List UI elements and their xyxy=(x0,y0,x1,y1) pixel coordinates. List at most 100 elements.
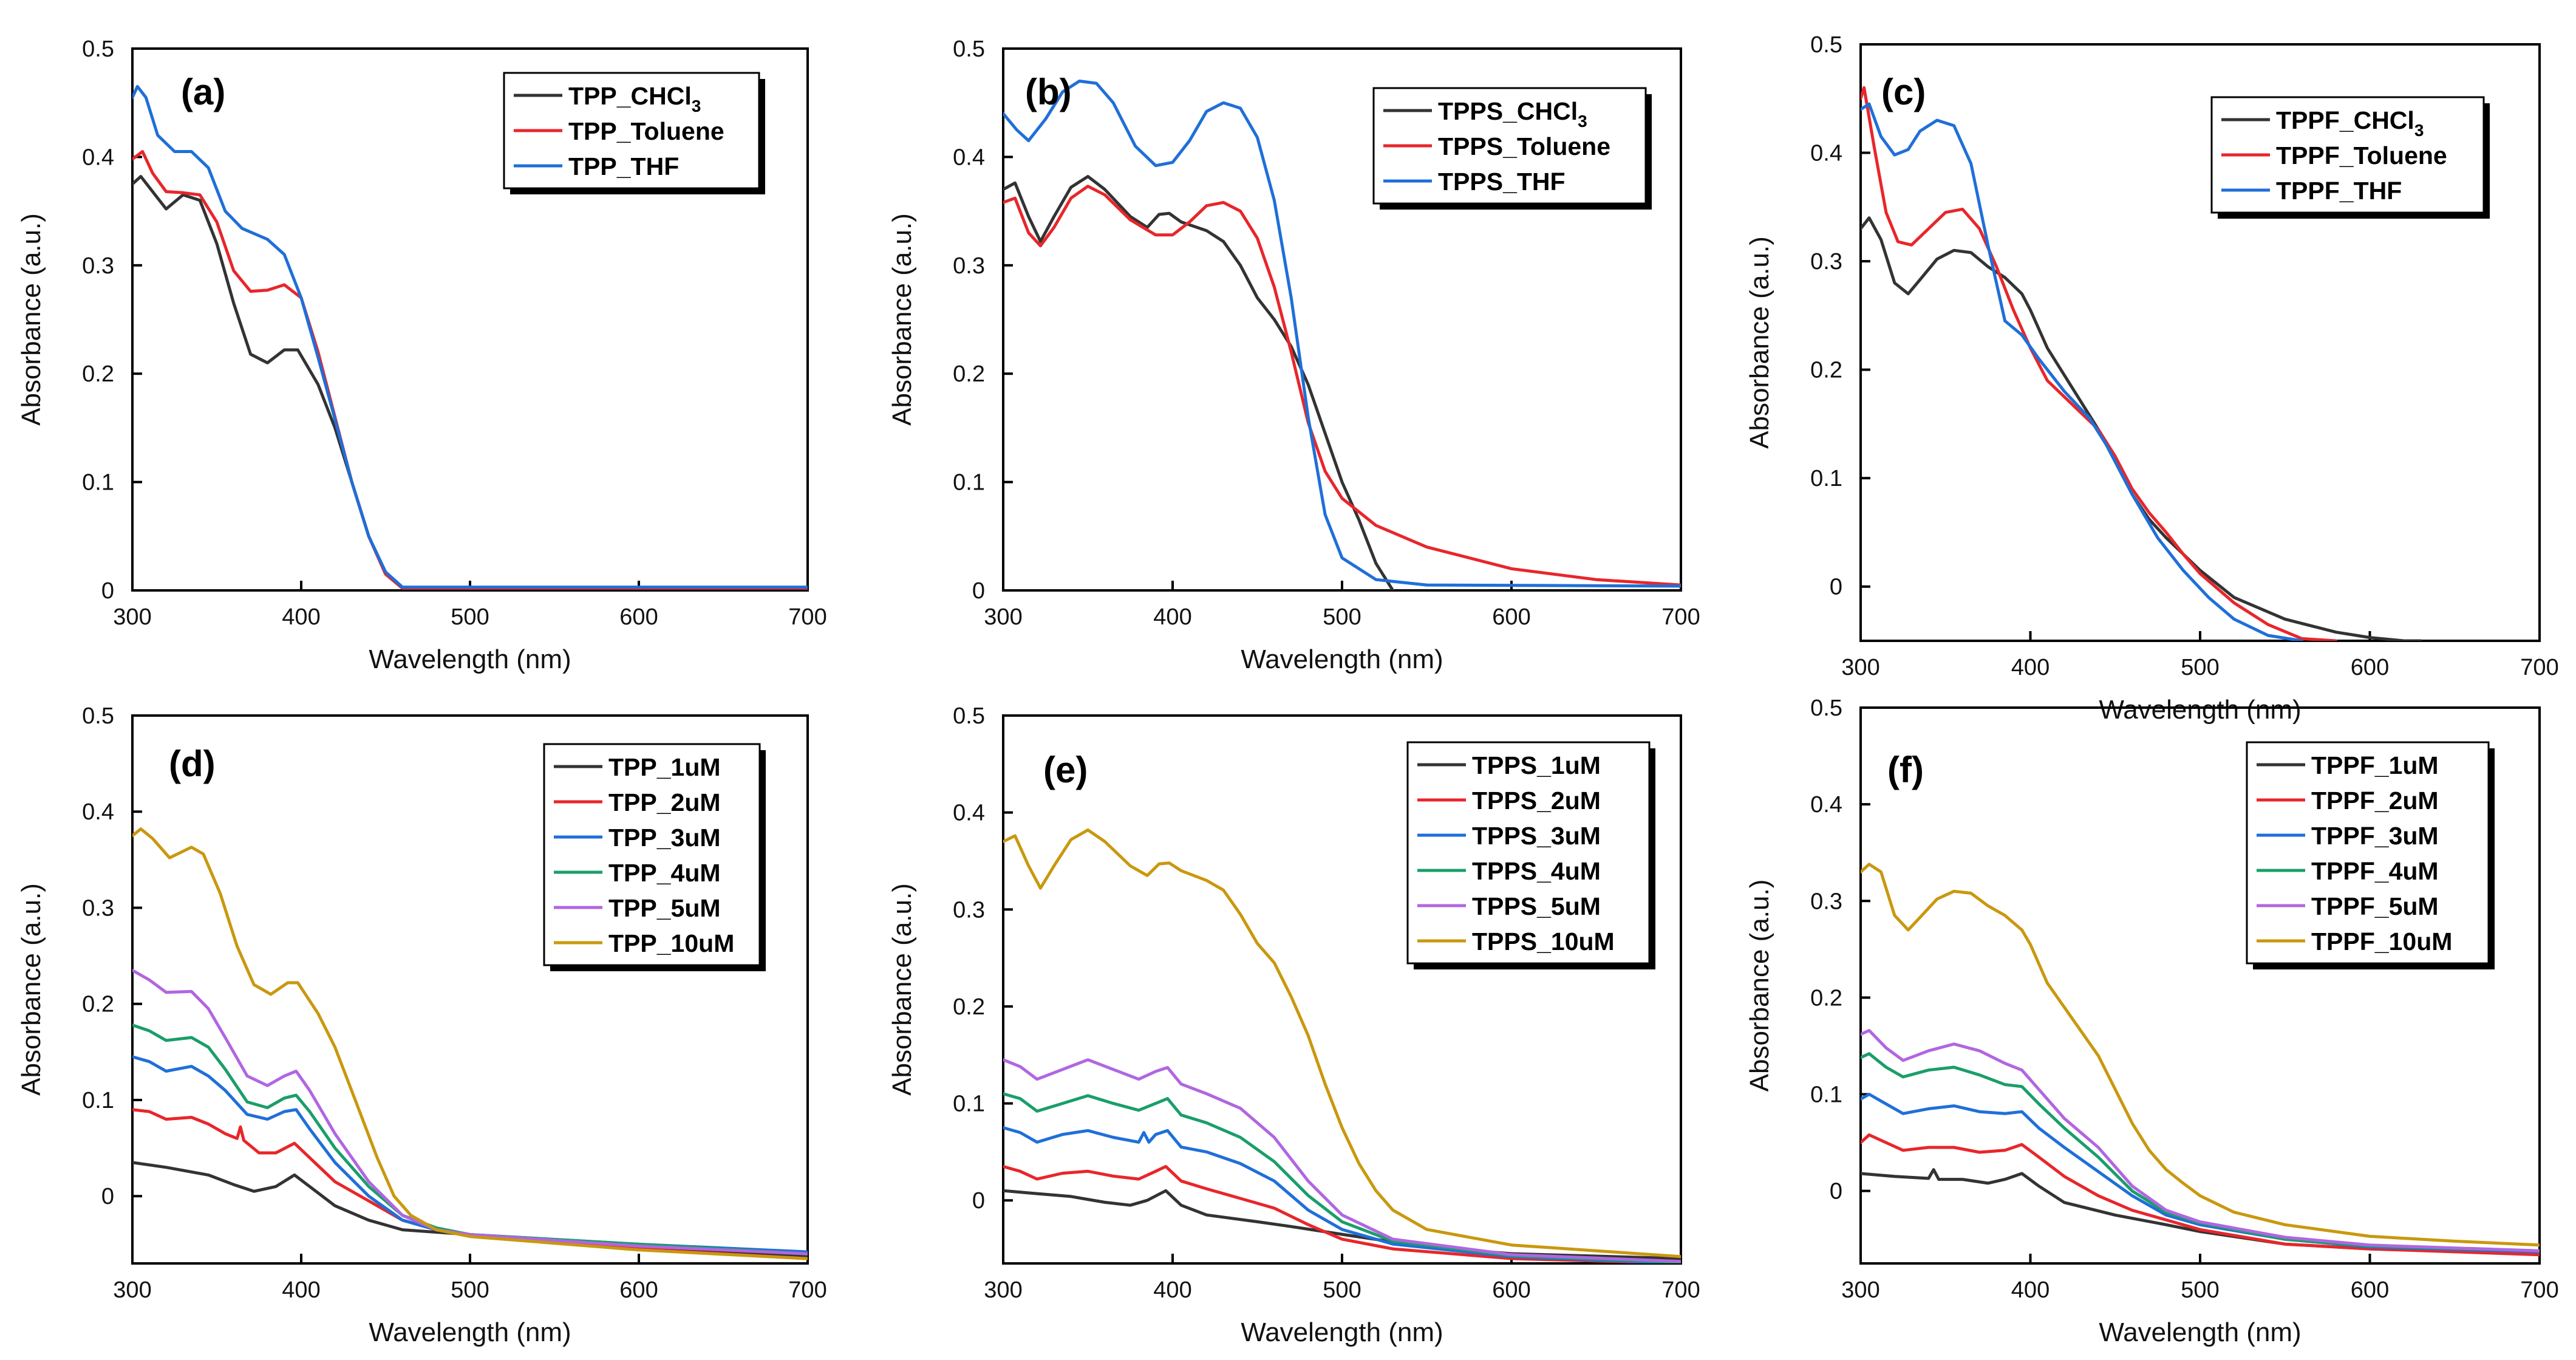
x-tick-label: 700 xyxy=(2520,655,2558,680)
y-tick-label: 0.3 xyxy=(953,897,985,923)
panel-label: (d) xyxy=(169,743,216,784)
y-tick-label: 0.3 xyxy=(82,895,114,921)
x-axis-label: Wavelength (nm) xyxy=(1241,644,1443,674)
y-tick-label: 0.3 xyxy=(1810,889,1842,914)
legend-label: TPPF_CHCl3 xyxy=(2276,106,2424,140)
y-tick-label: 0.2 xyxy=(1810,985,1842,1011)
series-line-tppf-10um xyxy=(1861,863,2540,1247)
series-line-tpp-10um xyxy=(132,827,808,1260)
x-tick-label: 600 xyxy=(1492,604,1530,630)
x-tick-label: 400 xyxy=(1153,604,1191,630)
x-tick-label: 600 xyxy=(619,604,658,630)
panel-label: (a) xyxy=(181,72,225,112)
series-line-tpps-4um xyxy=(1003,1092,1681,1263)
x-axis-label: Wavelength (nm) xyxy=(369,1317,571,1347)
y-tick-label: 0.5 xyxy=(953,703,985,729)
series-line-tppf-2um xyxy=(1861,1133,2540,1257)
y-tick-label: 0.5 xyxy=(953,36,985,62)
x-tick-label: 500 xyxy=(451,1277,489,1303)
x-tick-label: 700 xyxy=(2520,1277,2558,1303)
legend: TPPF_1uM TPPF_2uM TPPF_3uM TPPF_4uM TPPF_5uM… xyxy=(2246,741,2495,969)
chart-panel-f: 0 0.1 0.2 0.3 0.4 0.5 300 400 500 600 700 Wavelengt… xyxy=(1745,695,2559,1347)
y-tick-label: 0 xyxy=(1830,1179,1842,1205)
series-line-tpp-1um xyxy=(132,1161,808,1257)
y-tick-label: 0.5 xyxy=(82,36,114,62)
x-tick-label: 400 xyxy=(282,604,320,630)
legend-label: TPP_THF xyxy=(568,152,679,180)
panel-label: (f) xyxy=(1887,750,1924,790)
x-axis-label: Wavelength (nm) xyxy=(1241,1317,1443,1347)
x-tick-label: 300 xyxy=(113,1277,151,1303)
chart-panel-c: 0 0.1 0.2 0.3 0.4 0.5 300 400 500 600 700 Wavelengt… xyxy=(1745,32,2559,725)
x-tick-label: 600 xyxy=(1492,1277,1530,1303)
x-tick-label: 300 xyxy=(1841,1277,1879,1303)
legend-label: TPP_CHCl3 xyxy=(568,82,701,115)
y-tick-label: 0.3 xyxy=(1810,249,1842,275)
x-tick-label: 500 xyxy=(1323,604,1361,630)
x-tick-label: 300 xyxy=(984,604,1022,630)
y-tick-label: 0.4 xyxy=(82,145,114,170)
y-tick-label: 0 xyxy=(972,1188,985,1214)
x-tick-label: 500 xyxy=(1323,1277,1361,1303)
series-line-tpps-toluene xyxy=(1003,185,1681,587)
y-tick-label: 0.1 xyxy=(953,470,985,496)
legend-label: TPPF_2uM xyxy=(2311,787,2439,815)
series-line-tppf-thf xyxy=(1861,102,2304,641)
y-tick-label: 0.1 xyxy=(82,1088,114,1113)
y-tick-label: 0.2 xyxy=(82,992,114,1017)
y-tick-label: 0 xyxy=(101,1184,114,1209)
x-tick-label: 400 xyxy=(2011,655,2050,680)
x-tick-label: 700 xyxy=(1661,1277,1700,1303)
legend-label: TPPS_10uM xyxy=(1472,928,1615,955)
legend-label: TPP_Toluene xyxy=(568,117,724,145)
series-line-tpps-thf xyxy=(1003,80,1681,588)
legend-label: TPPS_2uM xyxy=(1472,787,1601,815)
legend: TPP_1uM TPP_2uM TPP_3uM TPP_4uM TPP_5uM TPP_1… xyxy=(543,743,766,971)
series-line-tppf-toluene xyxy=(1861,86,2338,641)
panel-label: (c) xyxy=(1881,72,1926,112)
legend-label: TPPS_1uM xyxy=(1472,751,1601,779)
legend-box xyxy=(543,743,761,966)
y-axis-label: Absorbance (a.u.) xyxy=(16,213,46,426)
chart-panel-b: 0 0.1 0.2 0.3 0.4 0.5 300 400 500 600 700 Wavelengt… xyxy=(887,36,1700,674)
y-tick-label: 0.4 xyxy=(1810,792,1842,818)
y-tick-label: 0.2 xyxy=(82,361,114,387)
x-axis-label: Wavelength (nm) xyxy=(369,644,571,674)
legend-label: TPPF_3uM xyxy=(2311,822,2439,850)
x-tick-label: 400 xyxy=(282,1277,320,1303)
y-tick-label: 0.2 xyxy=(953,361,985,387)
y-tick-label: 0.4 xyxy=(953,801,985,826)
y-axis-label: Absorbance (a.u.) xyxy=(1745,236,1774,449)
y-tick-label: 0.5 xyxy=(1810,695,1842,721)
legend-label: TPP_10uM xyxy=(608,929,734,957)
y-tick-label: 0.1 xyxy=(1810,466,1842,491)
x-tick-label: 500 xyxy=(451,604,489,630)
chart-panel-e: 0 0.1 0.2 0.3 0.4 0.5 300 400 500 600 700 Wavelengt… xyxy=(887,703,1700,1347)
x-tick-label: 600 xyxy=(2351,1277,2389,1303)
y-tick-label: 0.3 xyxy=(953,253,985,279)
chart-panel-d: 0 0.1 0.2 0.3 0.4 0.5 300 400 500 600 700 Wavelengt… xyxy=(16,703,827,1347)
x-tick-label: 700 xyxy=(788,604,826,630)
series-line-tpps-5um xyxy=(1003,1058,1681,1263)
y-axis-label: Absorbance (a.u.) xyxy=(16,883,46,1096)
y-tick-label: 0.1 xyxy=(82,470,114,496)
panel-label: (e) xyxy=(1043,750,1088,790)
legend-label: TPP_1uM xyxy=(608,753,721,781)
legend-label: TPP_4uM xyxy=(608,859,721,887)
series-line-tpp-3um xyxy=(132,1055,808,1254)
legend-label: TPPS_5uM xyxy=(1472,892,1601,920)
y-tick-label: 0.1 xyxy=(953,1092,985,1117)
x-axis-label: Wavelength (nm) xyxy=(2099,1317,2301,1347)
y-tick-label: 0 xyxy=(101,578,114,604)
legend-label: TPPS_CHCl3 xyxy=(1438,97,1587,131)
y-tick-label: 0.4 xyxy=(953,145,985,170)
y-tick-label: 0 xyxy=(972,578,985,604)
panel-label: (b) xyxy=(1025,72,1072,112)
x-tick-label: 500 xyxy=(2181,655,2219,680)
x-tick-label: 300 xyxy=(984,1277,1022,1303)
x-tick-label: 700 xyxy=(1661,604,1700,630)
series-line-tpp-toluene xyxy=(132,150,808,590)
